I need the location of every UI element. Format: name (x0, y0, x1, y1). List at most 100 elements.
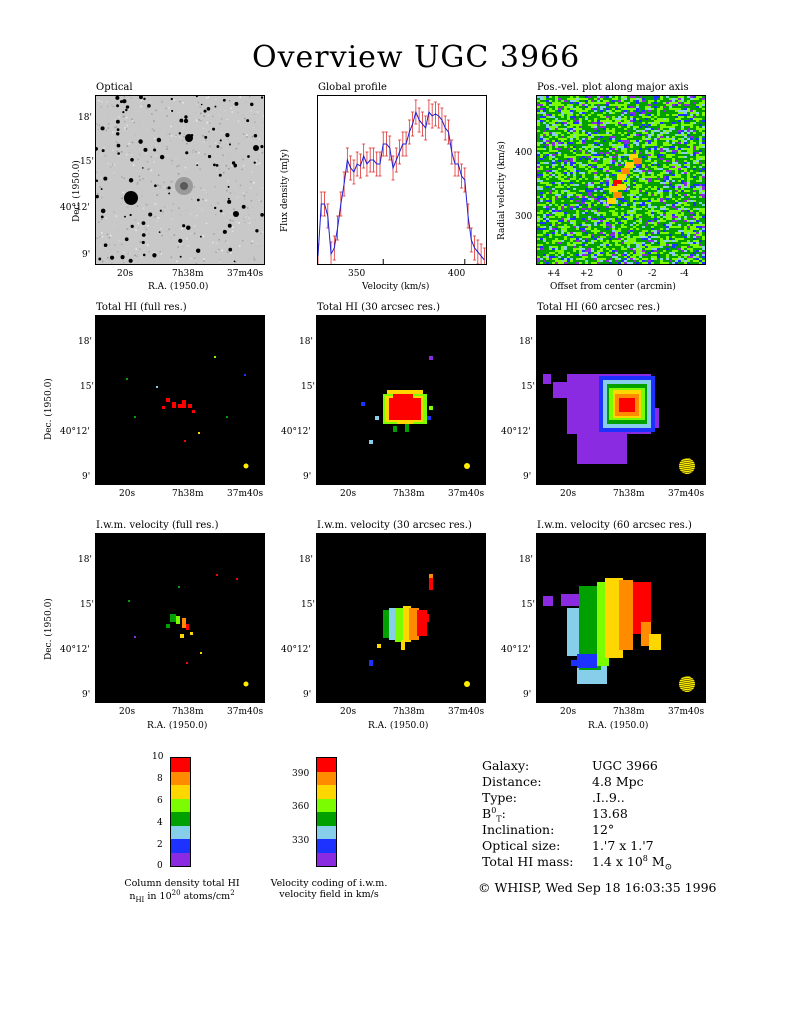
pv-pixel (654, 108, 657, 110)
pv-pixel (696, 158, 699, 160)
pv-pixel (537, 132, 540, 134)
pv-pixel (552, 210, 555, 212)
pv-pixel (702, 126, 705, 128)
pv-pixel (561, 100, 564, 102)
pv-pixel (651, 176, 654, 178)
noise-speck (184, 254, 187, 256)
noise-speck (176, 165, 178, 168)
pv-pixel (696, 180, 699, 182)
pv-pixel (576, 216, 579, 218)
noise-speck (141, 195, 144, 197)
noise-speck (212, 115, 214, 118)
pv-pixel (660, 218, 663, 220)
pv-pixel (654, 206, 657, 208)
pv-pixel (675, 166, 678, 168)
pv-pixel (549, 204, 552, 206)
pv-pixel (594, 240, 597, 242)
pv-pixel (594, 124, 597, 126)
pv-pixel (561, 214, 564, 216)
pv-pixel (558, 104, 561, 106)
pv-pixel (636, 170, 639, 172)
pv-pixel (555, 240, 558, 242)
pv-pixel (606, 148, 609, 150)
pv-pixel (702, 122, 705, 124)
pv-pixel (690, 222, 693, 224)
pv-pixel (591, 146, 594, 148)
pv-pixel (630, 138, 633, 140)
pv-pixel (555, 186, 558, 188)
star (260, 213, 264, 217)
pv-pixel (669, 188, 672, 190)
star (122, 110, 125, 114)
noise-speck (167, 154, 169, 156)
pv-pixel (546, 116, 549, 118)
pv-pixel (540, 120, 543, 122)
pv-pixel (552, 156, 555, 158)
pv-pixel (684, 120, 687, 122)
pv-pixel (642, 194, 645, 196)
pv-pixel (555, 102, 558, 104)
pv-pixel (693, 198, 696, 200)
pv-pixel (660, 170, 663, 172)
pv-pixel (561, 138, 564, 140)
pv-pixel (618, 158, 621, 160)
pv-pixel (657, 128, 660, 130)
pv-pixel (693, 170, 696, 172)
pv-pixel (567, 236, 570, 238)
pv-pixel (663, 138, 666, 140)
pv-pixel (609, 160, 612, 162)
noise-speck (181, 243, 183, 246)
pv-pixel (624, 212, 627, 214)
star (147, 103, 151, 108)
pv-pixel (633, 222, 636, 224)
pv-pixel (702, 140, 705, 142)
pv-pixel (591, 204, 594, 206)
pv-pixel (690, 116, 693, 118)
noise-speck (236, 221, 238, 224)
pv-pixel (657, 242, 660, 244)
pv-pixel (558, 202, 561, 204)
pv-pixel (603, 208, 606, 210)
pv-pixel (651, 180, 654, 182)
pv-pixel (654, 126, 657, 128)
pv-pixel (567, 130, 570, 132)
pv-pixel (702, 110, 705, 112)
pv-pixel (630, 168, 633, 170)
pv-pixel (630, 102, 633, 104)
pv-pixel (627, 158, 630, 160)
profile-title: Global profile (318, 82, 387, 93)
pv-pixel (546, 112, 549, 114)
pv-pixel (567, 104, 570, 106)
pv-pixel (615, 168, 618, 170)
pv-pixel (630, 224, 633, 226)
pv-pixel (681, 170, 684, 172)
pv-pixel (612, 206, 615, 208)
pv-pixel (633, 128, 636, 130)
pv-pixel (561, 228, 564, 230)
pv-pixel (546, 188, 549, 190)
pv-pixel (558, 100, 561, 102)
pv-pixel (549, 244, 552, 246)
pv-pixel (579, 230, 582, 232)
pv-pixel (624, 218, 627, 220)
pv-pixel (630, 160, 633, 162)
pv-pixel (657, 236, 660, 238)
pv-pixel (663, 192, 666, 194)
pv-pixel (702, 186, 705, 188)
pv-pixel (588, 160, 591, 162)
noise-speck (228, 168, 230, 170)
noise-speck (225, 218, 227, 220)
pv-pixel (639, 196, 642, 198)
pv-pixel (588, 128, 591, 130)
pv-pixel (690, 132, 693, 134)
pv-pixel (549, 160, 552, 162)
pv-pixel (567, 200, 570, 202)
pv-pixel (570, 172, 573, 174)
pv-pixel (603, 150, 606, 152)
pv-pixel (684, 110, 687, 112)
pv-pixel (552, 242, 555, 244)
noise-speck (109, 197, 111, 199)
pv-pixel (552, 186, 555, 188)
pv-pixel (633, 118, 636, 120)
pv-pixel (600, 142, 603, 144)
